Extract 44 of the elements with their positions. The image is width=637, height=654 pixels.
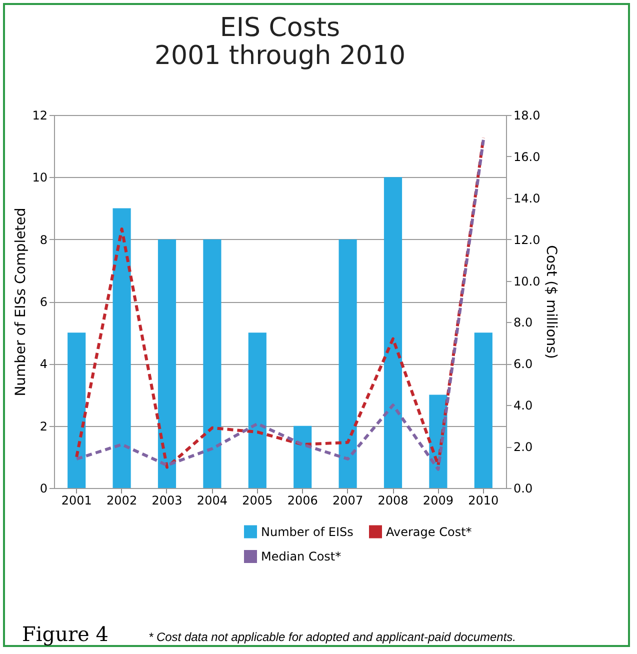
legend-label: Average Cost*	[386, 524, 472, 539]
y2-tick-label: 6.0	[514, 357, 533, 372]
y-tick-label: 0	[40, 482, 48, 496]
text: * Cost data not applicable for adopted and applicant-paid documents.	[148, 630, 516, 644]
x-tick-label: 2004	[196, 494, 228, 508]
x-tick-label: 2006	[287, 494, 318, 508]
x-tick-label: 2001	[61, 494, 92, 508]
x-tick-label: 2008	[378, 494, 408, 508]
legend-label: Median Cost*	[261, 550, 342, 564]
y2-tick-label: 16.0	[514, 150, 540, 164]
caption: Figure 4	[22, 622, 108, 646]
x-tick-label: 2002	[106, 494, 138, 508]
x-tick-label: 2009	[422, 494, 454, 508]
bar	[248, 332, 266, 488]
y-tick-label: 6	[40, 295, 48, 309]
bar	[158, 239, 176, 488]
y2-tick-label: 10.0	[514, 274, 540, 288]
bar	[203, 239, 222, 488]
y-tick-label: 8	[40, 232, 48, 247]
x-tick-label: 2003	[152, 494, 182, 508]
x-tick-label: 2005	[242, 494, 273, 508]
y2-tick-label: 14.0	[514, 191, 540, 206]
y2-tick-label: 0.0	[514, 482, 533, 496]
bar	[112, 208, 131, 488]
y-tick-label: 12	[32, 108, 48, 122]
y2-tick-label: 2.0	[514, 440, 533, 454]
y-axis-title: Number of EISs Completed	[13, 208, 30, 396]
y-tick-label: 2	[40, 419, 48, 434]
bar	[474, 332, 492, 488]
y2-axis-title: Cost ($ millions)	[543, 245, 560, 359]
bar	[384, 177, 402, 488]
y-tick-label: 10	[32, 170, 48, 185]
y2-tick-label: 18.0	[514, 108, 540, 122]
x-tick-label: 2010	[468, 494, 499, 508]
legend-label: Number of EISs	[261, 524, 354, 539]
chart-title: EIS Costs 2001 through 2010	[154, 13, 406, 71]
bar	[338, 239, 357, 488]
bar	[68, 332, 86, 488]
y-tick-label: 4	[40, 357, 48, 372]
y2-tick-label: 12.0	[514, 232, 540, 247]
y2-tick-label: 4.0	[514, 398, 533, 413]
y2-tick-label: 8.0	[514, 316, 533, 330]
bar	[294, 426, 312, 488]
x-tick-label: 2007	[332, 494, 364, 508]
